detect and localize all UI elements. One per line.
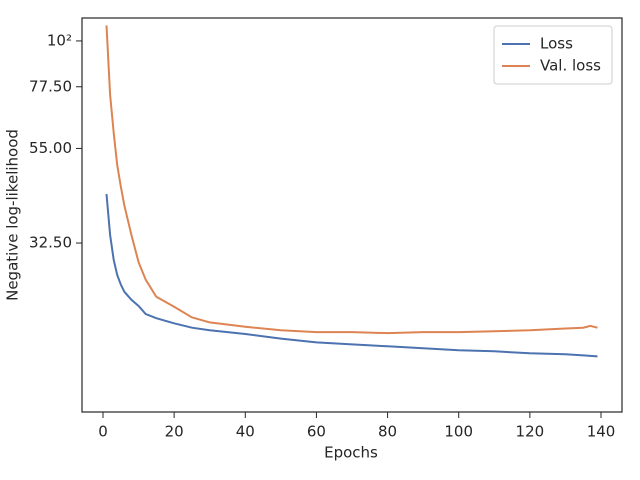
y-axis-label: Negative log-likelihood — [4, 129, 22, 301]
y-tick-label: 55.00 — [29, 139, 72, 157]
y-tick-label: 10² — [47, 31, 72, 49]
y-tick-label: 32.50 — [29, 234, 72, 252]
plot-frame — [81, 17, 623, 413]
x-tick-label: 0 — [98, 423, 108, 441]
x-tick-label: 120 — [516, 423, 545, 441]
x-tick-label: 40 — [236, 423, 255, 441]
x-tick-label: 80 — [378, 423, 397, 441]
y-tick-label: 77.50 — [29, 77, 72, 95]
legend-box — [493, 25, 613, 85]
line-series — [105, 193, 598, 358]
legend-label: Val. loss — [540, 57, 601, 75]
x-tick-label: 60 — [307, 423, 326, 441]
legend-label: Loss — [540, 35, 573, 53]
x-axis-label: Epochs — [324, 444, 378, 462]
x-tick-label: 140 — [587, 423, 616, 441]
x-tick-label: 20 — [165, 423, 184, 441]
line-series — [105, 25, 598, 335]
x-tick-label: 100 — [444, 423, 473, 441]
